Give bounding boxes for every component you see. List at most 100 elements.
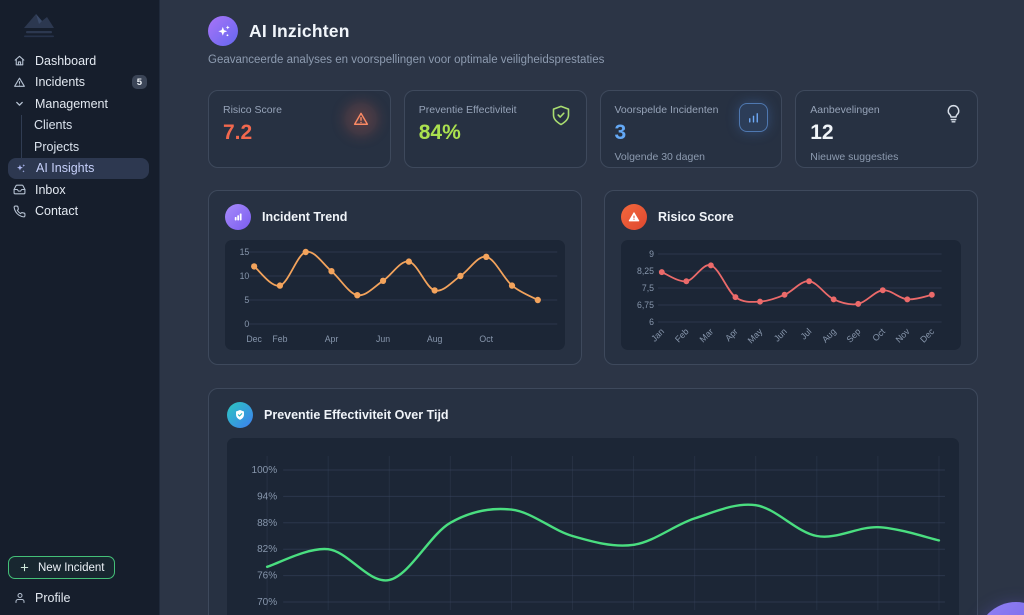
sidebar-item-label: Management xyxy=(35,96,108,111)
sidebar-item-incidents[interactable]: Incidents 5 xyxy=(0,72,159,94)
user-icon xyxy=(15,593,25,603)
svg-text:9: 9 xyxy=(649,249,654,259)
sidebar-item-label: Dashboard xyxy=(35,53,97,68)
sidebar-item-label: Clients xyxy=(34,118,73,133)
svg-text:10: 10 xyxy=(240,271,250,281)
incident-trend-card: Incident Trend 0 5 10 15 Dec Feb Apr Jun Aug Oct xyxy=(208,190,582,365)
sidebar-item-label: Incidents xyxy=(35,75,86,90)
sidebar-item-label: Inbox xyxy=(35,182,66,197)
svg-text:May: May xyxy=(746,326,765,346)
profile-label: Profile xyxy=(35,591,71,605)
stat-sub: Volgende 30 dagen xyxy=(614,151,706,163)
sidebar-item-clients[interactable]: Clients xyxy=(22,115,159,137)
svg-text:Apr: Apr xyxy=(325,334,339,344)
preventie-effectiviteit-panel: 70%76%82%88%94%100%JanFebMarAprMayJunJul… xyxy=(227,438,959,615)
svg-text:Dec: Dec xyxy=(918,326,936,345)
company-logo[interactable] xyxy=(0,0,159,50)
bar-chart-icon xyxy=(739,103,769,132)
sidebar-item-ai-insights[interactable]: AI Insights xyxy=(8,157,149,179)
svg-text:15: 15 xyxy=(240,247,250,257)
sidebar-footer: New Incident Profile xyxy=(0,556,159,608)
sidebar-item-dashboard[interactable]: Dashboard xyxy=(0,50,159,72)
sidebar-item-label: Projects xyxy=(34,139,80,154)
home-icon xyxy=(12,54,26,68)
stats-row: Risico Score 7.2 Preventie Effectiviteit… xyxy=(208,90,978,168)
svg-text:76%: 76% xyxy=(257,571,277,582)
lightbulb-icon xyxy=(943,103,964,124)
svg-text:82%: 82% xyxy=(257,544,277,555)
chart-title: Risico Score xyxy=(658,210,734,224)
chart-title: Preventie Effectiviteit Over Tijd xyxy=(264,408,449,422)
svg-text:88%: 88% xyxy=(257,518,277,529)
incident-trend-panel: 0 5 10 15 Dec Feb Apr Jun Aug Oct xyxy=(225,240,565,350)
sidebar-item-label: AI Insights xyxy=(36,161,95,176)
svg-text:Jul: Jul xyxy=(799,326,814,341)
svg-text:70%: 70% xyxy=(257,597,277,608)
preventie-effectiviteit-chart[interactable]: 70%76%82%88%94%100%JanFebMarAprMayJunJul… xyxy=(227,440,959,615)
stat-label: Voorspelde Incidenten xyxy=(614,104,719,116)
svg-text:6: 6 xyxy=(649,317,654,327)
stat-value: 12 xyxy=(810,121,834,144)
svg-text:Jan: Jan xyxy=(649,326,666,343)
svg-text:100%: 100% xyxy=(252,465,278,476)
stat-value: 7.2 xyxy=(223,121,253,144)
svg-text:Jun: Jun xyxy=(376,334,390,344)
sidebar: Dashboard Incidents 5 Management Clients xyxy=(0,0,160,615)
main-content: AI Inzichten Geavanceerde analyses en vo… xyxy=(160,0,1024,615)
incident-trend-chart[interactable]: 0 5 10 15 Dec Feb Apr Jun Aug Oct xyxy=(225,240,565,350)
profile-button[interactable]: Profile xyxy=(0,588,159,608)
preventie-effectiviteit-card: Preventie Effectiviteit Over Tijd 70% 76%… xyxy=(208,388,978,615)
logo-emblem-icon xyxy=(24,14,54,38)
chart-title: Incident Trend xyxy=(262,210,348,224)
charts-row: Incident Trend 0 5 10 15 Dec Feb Apr Jun Aug Oct … xyxy=(208,190,978,365)
svg-text:94%: 94% xyxy=(257,491,277,502)
page-title: AI Inzichten xyxy=(249,20,350,41)
svg-text:Feb: Feb xyxy=(673,326,691,344)
page-subtitle: Geavanceerde analyses en voorspellingen … xyxy=(208,54,605,66)
chevron-down-icon xyxy=(12,97,26,111)
risico-score-chart[interactable]: 6 6,75 7,5 8,25 9 Jan Feb Mar Apr May Jun Jul Aug Sep… xyxy=(621,240,961,350)
bar-chart-icon xyxy=(225,204,251,230)
svg-text:6,75: 6,75 xyxy=(637,300,654,310)
svg-text:Aug: Aug xyxy=(427,334,443,344)
chart-card-header: Risico Score xyxy=(621,203,961,231)
alert-triangle-icon xyxy=(344,103,377,135)
stat-card-aanbevelingen: Aanbevelingen 12 Nieuwe suggesties xyxy=(795,90,978,168)
sidebar-item-projects[interactable]: Projects xyxy=(22,136,159,158)
alert-triangle-icon xyxy=(12,75,26,89)
risico-score-panel: 6 6,75 7,5 8,25 9 Jan Feb Mar Apr May Jun Jul Aug Sep… xyxy=(621,240,961,350)
management-children: Clients Projects xyxy=(21,114,159,158)
svg-text:Apr: Apr xyxy=(723,326,740,343)
svg-text:Dec: Dec xyxy=(246,334,262,344)
phone-icon xyxy=(12,204,26,218)
risico-score-card: Risico Score 6 6,75 7,5 8,25 9 Jan Feb Mar Apr Ma… xyxy=(604,190,978,365)
svg-text:Oct: Oct xyxy=(870,326,887,343)
chart-card-header: Incident Trend xyxy=(225,203,565,231)
incidents-count-badge: 5 xyxy=(131,75,147,90)
new-incident-button[interactable]: New Incident xyxy=(8,556,116,579)
shield-check-icon xyxy=(549,103,573,127)
svg-text:Oct: Oct xyxy=(479,334,493,344)
sidebar-nav: Dashboard Incidents 5 Management Clients xyxy=(0,50,159,222)
page-header: AI Inzichten xyxy=(208,16,978,46)
sparkles-icon xyxy=(13,161,27,175)
stat-card-voorspelde-incidenten: Voorspelde Incidenten 3 Volgende 30 dage… xyxy=(599,90,783,168)
plus-icon xyxy=(20,563,29,572)
stat-value: 3 xyxy=(614,121,627,144)
svg-text:5: 5 xyxy=(244,295,249,305)
svg-text:Aug: Aug xyxy=(820,326,838,345)
svg-text:Mar: Mar xyxy=(698,326,716,344)
svg-text:Feb: Feb xyxy=(272,334,287,344)
ai-sparkles-icon xyxy=(208,16,238,46)
sidebar-item-contact[interactable]: Contact xyxy=(0,201,159,223)
stat-label: Risico Score xyxy=(223,104,282,116)
sidebar-item-inbox[interactable]: Inbox xyxy=(0,179,159,201)
svg-text:Sep: Sep xyxy=(845,326,863,345)
stat-sub: Nieuwe suggesties xyxy=(810,151,899,163)
svg-text:8,25: 8,25 xyxy=(637,266,654,276)
inbox-icon xyxy=(12,183,26,197)
stat-label: Aanbevelingen xyxy=(810,104,880,116)
sidebar-item-management[interactable]: Management xyxy=(0,93,159,115)
shield-check-icon xyxy=(227,402,253,428)
new-incident-label: New Incident xyxy=(38,561,105,574)
